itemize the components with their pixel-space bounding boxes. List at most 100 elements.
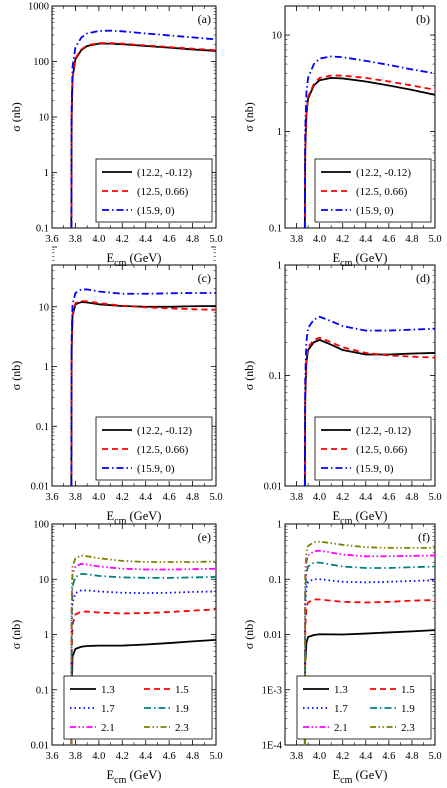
legend: (12.2, -0.12) (12.5, 0.66) (15.9, 0) <box>314 416 432 481</box>
x-tick-label: 5.0 <box>428 492 441 503</box>
x-axis-label-sub: cm <box>114 258 126 269</box>
legend-entry: 1.7 <box>101 703 115 715</box>
legend-entry: 1.5 <box>401 684 415 696</box>
series-line-3 <box>303 55 435 228</box>
chart-panel-f: 3.8 4.0 4.2 4.4 4.6 4.8 5.0 1E-4 1E-3 0.01 0.1 1 (f)… <box>242 520 442 787</box>
legend-entry: 1.3 <box>334 684 348 696</box>
legend-entry: (15.9, 0) <box>356 205 394 217</box>
y-tick-label: 0.01 <box>31 741 49 752</box>
x-tick-label: 4.2 <box>336 751 349 762</box>
x-axis-label-main: E <box>107 251 115 265</box>
y-axis-label: σ (nb) <box>242 102 256 131</box>
x-tick-label: 4.8 <box>186 234 199 245</box>
x-tick-label: 5.0 <box>209 492 222 503</box>
x-tick-label: 5.0 <box>209 751 222 762</box>
chart-panel-d: 3.8 4.0 4.2 4.4 4.6 4.8 5.0 0.01 0.1 1 (d) (12.2, -… <box>242 261 442 528</box>
y-axis-label: σ (nb) <box>9 102 23 131</box>
x-tick-label: 4.0 <box>92 234 105 245</box>
x-tick-label: 4.8 <box>186 751 199 762</box>
y-tick-label: 1 <box>44 168 49 179</box>
x-tick-label: 3.8 <box>69 751 82 762</box>
x-axis-label: Ecm (GeV) <box>333 768 388 786</box>
x-axis-label: Ecm (GeV) <box>107 251 162 269</box>
legend-entry: 2.1 <box>101 722 115 734</box>
x-axis-label-unit: (GeV) <box>126 509 161 523</box>
x-tick-label: 4.0 <box>313 751 326 762</box>
x-tick-label: 4.4 <box>359 492 373 503</box>
legend: (12.2, -0.12) (12.5, 0.66) (15.9, 0) <box>95 158 213 223</box>
legend: (12.2, -0.12) (12.5, 0.66) (15.9, 0) <box>314 158 432 223</box>
y-tick-label: 1 <box>44 630 49 641</box>
legend-box <box>296 675 432 740</box>
y-tick-label: 0.1 <box>269 371 282 382</box>
series-line-2 <box>303 336 435 486</box>
x-axis-label: Ecm (GeV) <box>333 509 388 527</box>
legend-entry: 1.9 <box>401 703 415 715</box>
series-line-2 <box>303 598 435 745</box>
x-tick-label: 4.4 <box>139 492 153 503</box>
x-axis-label-unit: (GeV) <box>352 509 387 523</box>
x-tick-label: 4.8 <box>405 751 418 762</box>
legend-entry: 1.7 <box>334 703 348 715</box>
panel-label: (c) <box>198 271 211 285</box>
chart-panel-e: 3.6 3.8 4.0 4.2 4.4 4.6 4.8 5.0 0.01 0.1 1 10 100 (e)… <box>9 520 223 787</box>
y-axis-label: σ (nb) <box>9 620 23 649</box>
y-tick-label: 0.01 <box>264 630 282 641</box>
plot-frame <box>284 5 436 229</box>
series-line-3 <box>303 315 435 486</box>
x-tick-label: 4.4 <box>139 234 153 245</box>
chart-panel-a: 3.6 3.8 4.0 4.2 4.4 4.6 4.8 5.0 0.1 1 10 100 1000 (a)… <box>9 2 223 270</box>
legend-entry: 1.9 <box>175 703 189 715</box>
y-tick-label: 1 <box>277 520 282 531</box>
panel-label: (a) <box>198 12 211 26</box>
y-axis-label: σ (nb) <box>9 361 23 390</box>
x-tick-label: 4.0 <box>313 234 326 245</box>
y-tick-label: 0.01 <box>31 482 49 493</box>
y-tick-label: 10 <box>39 575 50 586</box>
legend-entry: (15.9, 0) <box>356 463 394 475</box>
y-tick-label: 1E-3 <box>262 685 282 696</box>
x-tick-label: 3.8 <box>290 234 303 245</box>
x-axis-label-main: E <box>333 768 341 782</box>
y-tick-label: 100 <box>33 57 49 68</box>
y-tick-label: 1E-4 <box>262 741 283 752</box>
x-tick-label: 3.8 <box>290 751 303 762</box>
x-axis-label-sub: cm <box>340 258 352 269</box>
legend-entry: (12.5, 0.66) <box>356 186 408 198</box>
x-tick-label: 4.2 <box>336 492 349 503</box>
x-axis-label-unit: (GeV) <box>126 768 161 782</box>
series-line-3 <box>70 29 216 228</box>
x-axis-label-main: E <box>107 768 115 782</box>
legend-entry: 2.1 <box>334 722 348 734</box>
legend-entry: 1.5 <box>175 684 189 696</box>
x-tick-label: 3.6 <box>45 492 58 503</box>
y-tick-label: 0.1 <box>269 224 282 235</box>
series-line-6 <box>303 540 435 745</box>
x-tick-label: 3.8 <box>69 492 82 503</box>
x-tick-label: 4.8 <box>405 234 418 245</box>
x-tick-label: 4.4 <box>359 234 373 245</box>
x-tick-label: 3.8 <box>69 234 82 245</box>
legend-entry: 2.3 <box>401 722 415 734</box>
series-line-2 <box>70 300 216 486</box>
x-tick-label: 5.0 <box>209 234 222 245</box>
series-line-5 <box>70 562 216 745</box>
legend-entry: (15.9, 0) <box>137 205 175 217</box>
series-line-3 <box>303 578 435 745</box>
x-tick-label: 4.6 <box>163 234 176 245</box>
legend: 1.3 1.5 1.7 1.9 2.1 2.3 <box>296 675 432 740</box>
legend: (12.2, -0.12) (12.5, 0.66) (15.9, 0) <box>95 416 213 481</box>
series-line-5 <box>303 549 435 745</box>
series-line-3 <box>70 288 216 486</box>
x-tick-label: 3.6 <box>45 234 58 245</box>
series-line-2 <box>70 608 216 745</box>
x-axis-label: Ecm (GeV) <box>333 251 388 269</box>
x-axis-label-sub: cm <box>340 516 352 527</box>
y-tick-label: 10 <box>39 113 50 124</box>
x-tick-label: 4.2 <box>116 234 129 245</box>
x-axis-label-sub: cm <box>114 516 126 527</box>
series-line-4 <box>303 561 435 745</box>
x-tick-label: 4.0 <box>92 492 105 503</box>
x-tick-label: 4.2 <box>336 234 349 245</box>
y-tick-label: 1000 <box>28 2 49 13</box>
